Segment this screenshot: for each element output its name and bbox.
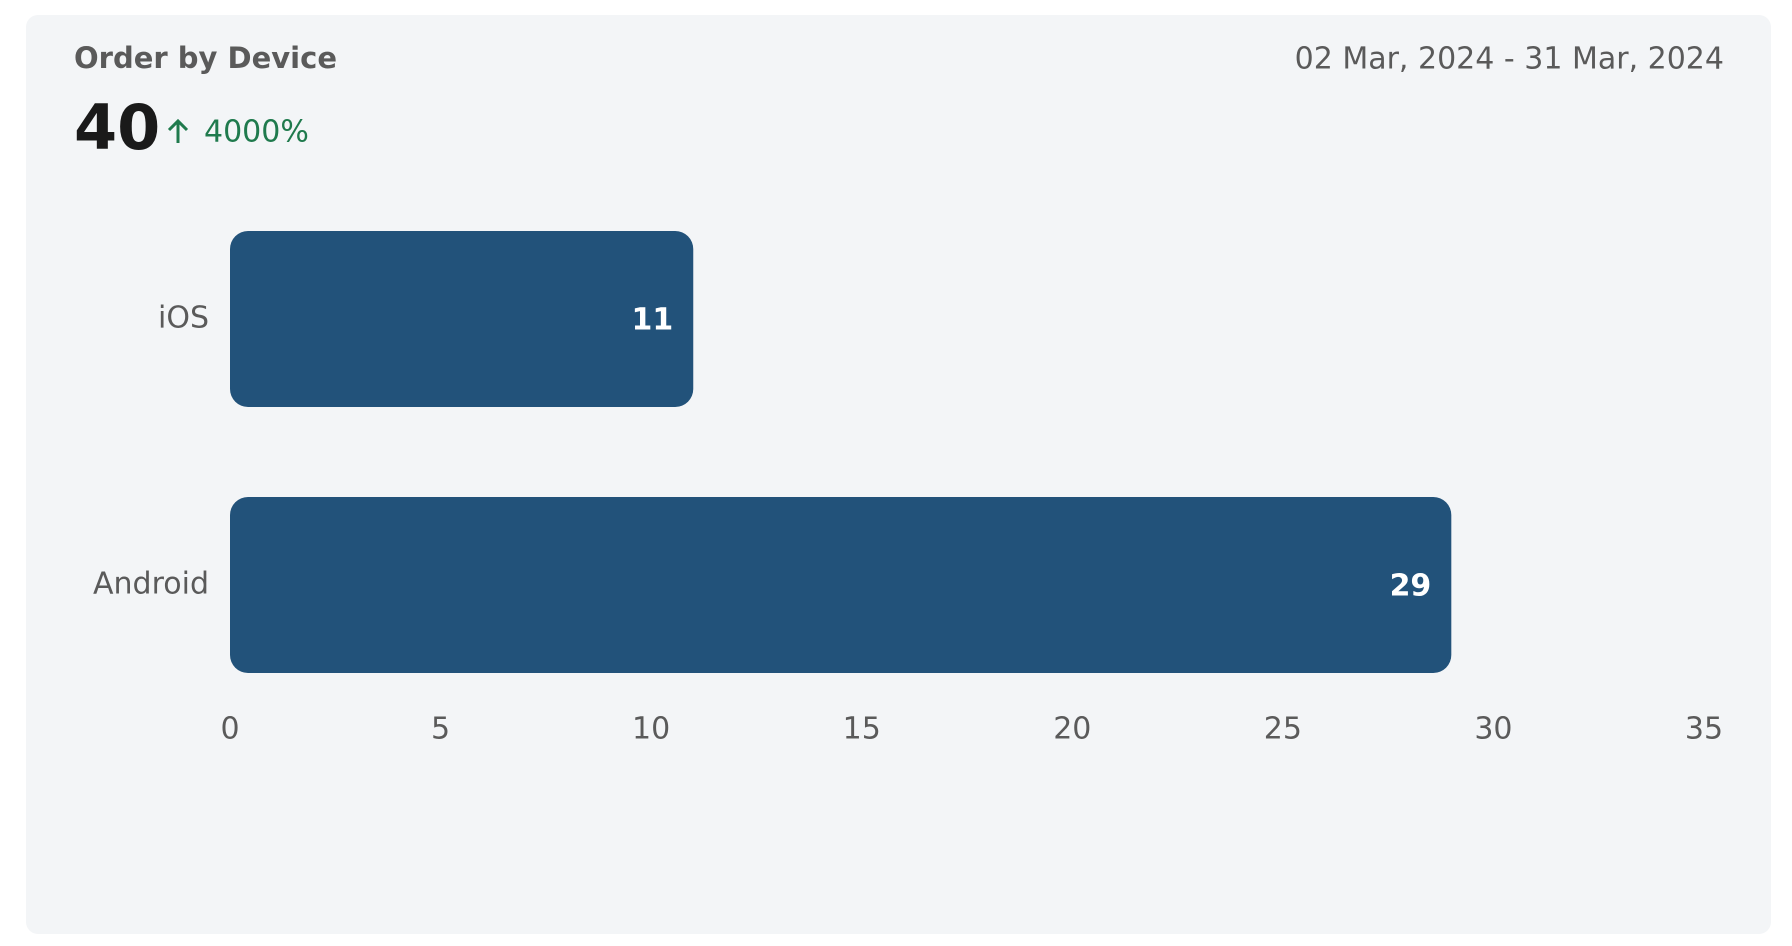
x-tick-label: 10 [632, 712, 670, 747]
data-label: 11 [632, 303, 674, 338]
x-tick-label: 25 [1264, 712, 1302, 747]
y-tick-label: iOS [158, 301, 209, 336]
x-tick-label: 5 [431, 712, 450, 747]
bar [230, 497, 1452, 673]
x-tick-label: 15 [843, 712, 881, 747]
x-tick-label: 30 [1474, 712, 1512, 747]
up-arrow [167, 118, 189, 143]
x-tick-label: 20 [1053, 712, 1091, 747]
x-tick-label: 35 [1685, 712, 1723, 747]
data-label: 29 [1390, 569, 1432, 604]
change: 4000% [204, 115, 309, 150]
bar [230, 231, 694, 407]
date-range: 02 Mar, 2024 - 31 Mar, 2024 [1295, 42, 1724, 77]
total: 40 [74, 91, 160, 164]
card [26, 15, 1771, 934]
chart-title: Order by Device [74, 41, 337, 75]
y-tick-label: Android [93, 567, 209, 602]
x-tick-label: 0 [220, 712, 239, 747]
